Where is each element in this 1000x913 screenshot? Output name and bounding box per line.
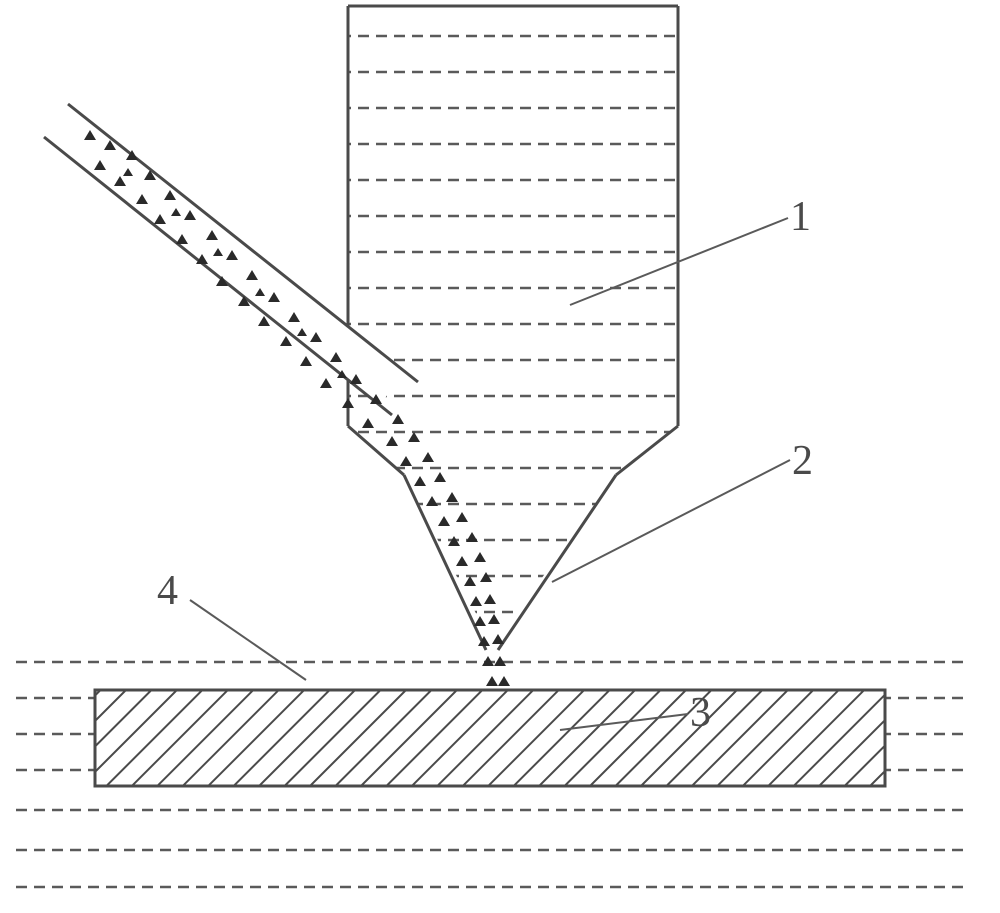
label-1: 1: [790, 196, 811, 238]
laser-cladding-schematic: 1 2 3 4: [0, 0, 1000, 913]
substrate-block: [95, 690, 885, 786]
label-2: 2: [792, 440, 813, 482]
diagram-svg: [0, 0, 1000, 913]
label-3: 3: [690, 692, 711, 734]
label-4: 4: [157, 570, 178, 612]
head-assembly: [340, 6, 690, 650]
